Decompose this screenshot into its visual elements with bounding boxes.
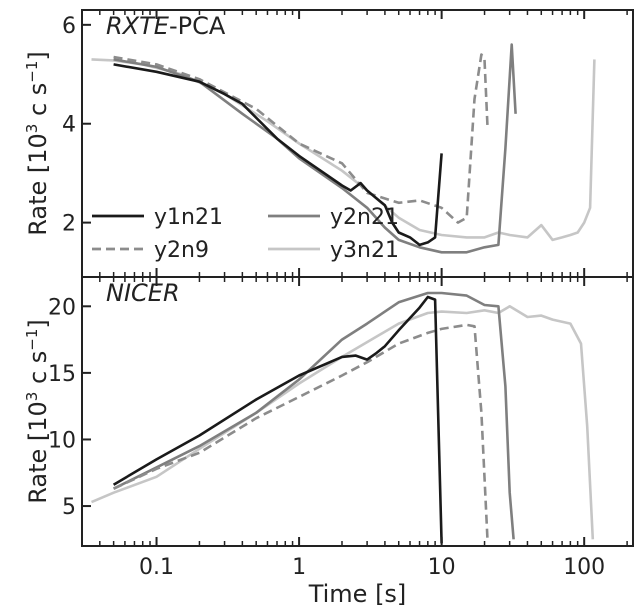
- panel-label-rest-1: -PCA: [169, 12, 226, 40]
- y-axis-title-part-4-panel-1: ]: [24, 51, 52, 60]
- x-tick-label-10: 10: [428, 555, 456, 580]
- series-line-y2n21-panel-1: [113, 43, 517, 254]
- panel-label-1: RXTE-PCA: [106, 12, 226, 40]
- panel-frame-2: [81, 276, 634, 547]
- panel-label-italic-1: RXTE: [106, 12, 170, 40]
- panel-label-2: NICER: [106, 279, 180, 307]
- y-tick-label-6-panel-1: 6: [62, 14, 76, 39]
- y-tick-label-2-panel-1: 2: [62, 212, 76, 237]
- y-axis-title-panel-2: Rate [103 c s−1]: [23, 319, 52, 504]
- y-tick-label-4-panel-1: 4: [62, 113, 76, 138]
- y-axis-title-part-0-panel-1: Rate [10: [24, 133, 52, 236]
- y-axis-title-part-3-panel-2: −1: [23, 329, 41, 351]
- plot-area: [90, 43, 596, 544]
- panel-label-italic-2: NICER: [106, 279, 180, 307]
- y-axis-title-part-2-panel-2: c s: [24, 351, 52, 392]
- y-tick-label-15-panel-2: 15: [48, 362, 76, 387]
- series-line-y2n21-panel-2: [113, 291, 515, 540]
- x-axis-title: Time [s]: [308, 580, 407, 608]
- y-tick-label-5-panel-2: 5: [62, 495, 76, 520]
- y-axis-title-part-0-panel-2: Rate [10: [24, 401, 52, 504]
- series-line-y2n9-panel-2: [113, 323, 489, 543]
- series-line-y1n21-panel-1: [113, 63, 443, 247]
- y-tick-label-20-panel-2: 20: [48, 295, 76, 320]
- legend-label-y1n21: y1n21: [154, 205, 223, 230]
- y-axis-title-part-2-panel-1: c s: [24, 83, 52, 124]
- y-axis-title-part-4-panel-2: ]: [24, 319, 52, 328]
- y-tick-label-10-panel-2: 10: [48, 428, 76, 453]
- series-line-y2n9-panel-1: [113, 53, 489, 224]
- legend-label-y2n9: y2n9: [154, 238, 209, 263]
- y-axis-title-panel-1: Rate [103 c s−1]: [23, 51, 52, 236]
- y-axis-title-part-3-panel-1: −1: [23, 61, 41, 83]
- x-tick-label-0.1: 0.1: [139, 555, 174, 580]
- series-line-y1n21-panel-2: [112, 295, 443, 544]
- x-tick-label-1: 1: [292, 555, 306, 580]
- legend-label-y2n21: y2n21: [330, 205, 399, 230]
- y-axis-title-part-1-panel-2: 3: [23, 392, 41, 402]
- x-tick-label-100: 100: [563, 555, 605, 580]
- legend-label-y3n21: y3n21: [330, 238, 399, 263]
- series-line-y3n21-panel-2: [90, 304, 595, 540]
- y-axis-title-part-1-panel-1: 3: [23, 124, 41, 134]
